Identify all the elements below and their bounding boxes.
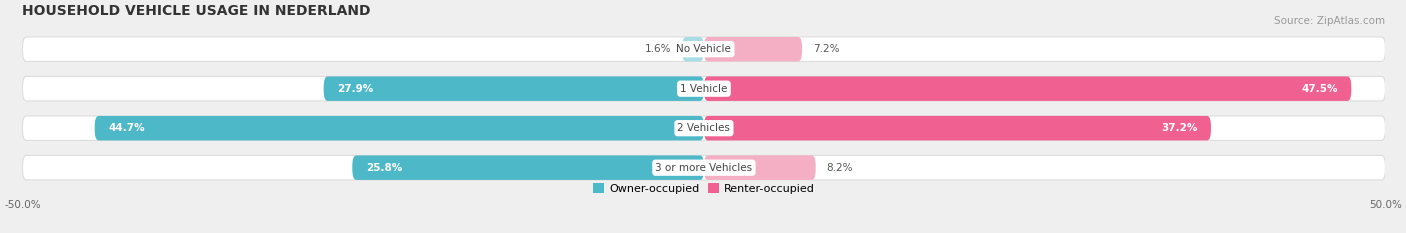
Text: 44.7%: 44.7% xyxy=(108,123,145,133)
FancyBboxPatch shape xyxy=(682,37,704,62)
FancyBboxPatch shape xyxy=(94,116,704,140)
FancyBboxPatch shape xyxy=(704,37,801,62)
FancyBboxPatch shape xyxy=(22,76,1385,101)
FancyBboxPatch shape xyxy=(704,76,1351,101)
Text: 8.2%: 8.2% xyxy=(827,163,853,173)
Text: 7.2%: 7.2% xyxy=(813,44,839,54)
FancyBboxPatch shape xyxy=(22,155,1385,180)
FancyBboxPatch shape xyxy=(704,116,1211,140)
Text: HOUSEHOLD VEHICLE USAGE IN NEDERLAND: HOUSEHOLD VEHICLE USAGE IN NEDERLAND xyxy=(22,4,371,18)
Text: 47.5%: 47.5% xyxy=(1301,84,1337,94)
Text: Source: ZipAtlas.com: Source: ZipAtlas.com xyxy=(1274,16,1385,26)
FancyBboxPatch shape xyxy=(704,155,815,180)
Text: 2 Vehicles: 2 Vehicles xyxy=(678,123,730,133)
Text: 27.9%: 27.9% xyxy=(337,84,374,94)
Text: 1 Vehicle: 1 Vehicle xyxy=(681,84,728,94)
Text: No Vehicle: No Vehicle xyxy=(676,44,731,54)
Text: 37.2%: 37.2% xyxy=(1161,123,1198,133)
FancyBboxPatch shape xyxy=(323,76,704,101)
Legend: Owner-occupied, Renter-occupied: Owner-occupied, Renter-occupied xyxy=(589,179,818,198)
FancyBboxPatch shape xyxy=(353,155,704,180)
FancyBboxPatch shape xyxy=(22,116,1385,140)
FancyBboxPatch shape xyxy=(22,37,1385,62)
Text: 25.8%: 25.8% xyxy=(366,163,402,173)
Text: 3 or more Vehicles: 3 or more Vehicles xyxy=(655,163,752,173)
Text: 1.6%: 1.6% xyxy=(645,44,671,54)
